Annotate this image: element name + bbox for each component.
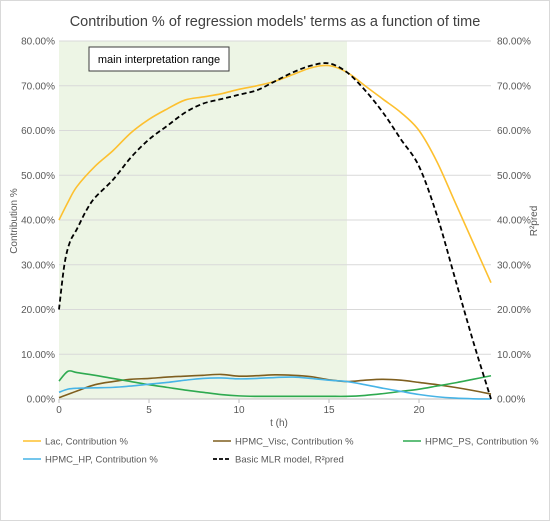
x-tick-label: 20 bbox=[413, 405, 425, 416]
annotation-box bbox=[88, 46, 230, 72]
y-axis-title: Contribution % bbox=[9, 188, 20, 254]
y-tick-label: 60.00% bbox=[21, 126, 55, 137]
y2-tick-label: 30.00% bbox=[497, 260, 531, 271]
legend-item-lac: Lac, Contribution % bbox=[23, 437, 128, 448]
legend-item-hpmc-visc: HPMC_Visc, Contribution % bbox=[213, 437, 354, 448]
y-tick-label: 0.00% bbox=[27, 395, 55, 406]
legend: Lac, Contribution % HPMC_Visc, Contributi… bbox=[23, 437, 539, 466]
x-axis-ticks: 0 5 10 15 20 bbox=[56, 398, 491, 416]
x-tick-label: 0 bbox=[56, 405, 62, 416]
y-tick-label: 50.00% bbox=[21, 171, 55, 182]
x-axis-title: t (h) bbox=[270, 418, 288, 429]
y-tick-label: 20.00% bbox=[21, 305, 55, 316]
y2-tick-label: 80.00% bbox=[497, 37, 531, 48]
x-tick-label: 10 bbox=[233, 405, 245, 416]
y-tick-label: 10.00% bbox=[21, 350, 55, 361]
y2-tick-label: 20.00% bbox=[497, 305, 531, 316]
y2-tick-label: 70.00% bbox=[497, 81, 531, 92]
y-tick-label: 30.00% bbox=[21, 260, 55, 271]
legend-label: HPMC_PS, Contribution % bbox=[425, 437, 539, 448]
chart-title: Contribution % of regression models' ter… bbox=[70, 14, 481, 30]
secondary-y-axis-title: R²pred bbox=[529, 206, 540, 237]
annotation: main interpretation range bbox=[88, 46, 230, 72]
hpmc-hp-line bbox=[58, 376, 492, 400]
legend-label: Basic MLR model, R²pred bbox=[235, 455, 344, 466]
lac-line bbox=[58, 64, 492, 283]
y2-tick-label: 0.00% bbox=[497, 395, 525, 406]
x-tick-label: 5 bbox=[146, 405, 152, 416]
legend-label: HPMC_HP, Contribution % bbox=[45, 455, 158, 466]
y-tick-label: 80.00% bbox=[21, 37, 55, 48]
y2-tick-label: 50.00% bbox=[497, 171, 531, 182]
mlr-r2pred-line bbox=[58, 62, 492, 400]
series-lines bbox=[58, 62, 492, 400]
left-y-axis-ticks: 0.00% 10.00% 20.00% 30.00% 40.00% 50.00% 60.00… bbox=[21, 37, 55, 406]
legend-item-hpmc-ps: HPMC_PS, Contribution % bbox=[403, 437, 539, 448]
y2-tick-label: 10.00% bbox=[497, 350, 531, 361]
y-tick-label: 40.00% bbox=[21, 216, 55, 227]
legend-item-mlr-r2pred: Basic MLR model, R²pred bbox=[213, 455, 344, 466]
x-tick-label: 15 bbox=[323, 405, 335, 416]
annotation-label: main interpretation range bbox=[98, 54, 220, 66]
y-tick-label: 70.00% bbox=[21, 81, 55, 92]
y2-tick-label: 60.00% bbox=[497, 126, 531, 137]
y2-tick-label: 40.00% bbox=[497, 216, 531, 227]
right-y-axis-ticks: 0.00% 10.00% 20.00% 30.00% 40.00% 50.00% 60.00… bbox=[497, 37, 531, 406]
legend-label: HPMC_Visc, Contribution % bbox=[235, 437, 354, 448]
legend-label: Lac, Contribution % bbox=[45, 437, 128, 448]
legend-item-hpmc-hp: HPMC_HP, Contribution % bbox=[23, 455, 158, 466]
hpmc-visc-line bbox=[58, 373, 492, 399]
hpmc-ps-line bbox=[58, 369, 492, 398]
